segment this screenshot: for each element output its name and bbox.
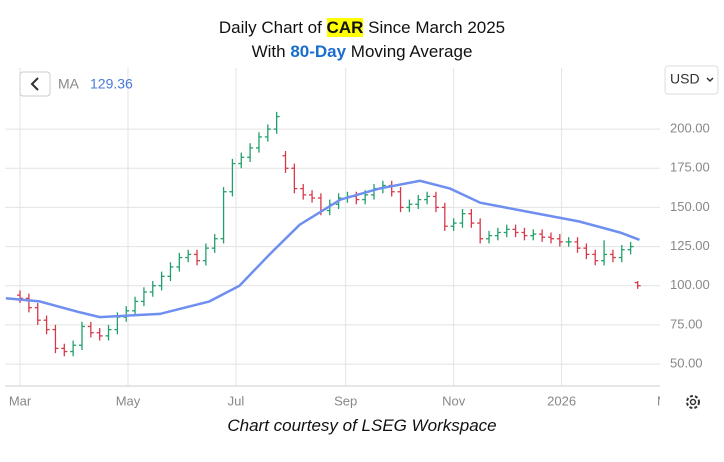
axis-panel xyxy=(660,60,724,410)
x-tick-label: Sep xyxy=(334,393,357,408)
subtitle: With 80-Day Moving Average xyxy=(0,42,724,62)
y-tick-label: 150.00 xyxy=(670,199,710,214)
title-part: Since March 2025 xyxy=(363,18,506,37)
y-tick-label: 50.00 xyxy=(670,356,703,371)
back-icon xyxy=(30,77,39,91)
subtitle-part: Moving Average xyxy=(346,42,473,61)
x-tick-label: 2026 xyxy=(547,393,576,408)
subtitle-part: With xyxy=(251,42,291,61)
ma-label: MA xyxy=(58,76,80,92)
settings-icon-center xyxy=(689,398,697,406)
caption: Chart courtesy of LSEG Workspace xyxy=(227,416,497,435)
back-button[interactable] xyxy=(19,71,51,97)
chevron xyxy=(706,77,714,83)
x-tick-label: Mar xyxy=(9,393,32,408)
ma-value: 129.36 xyxy=(90,76,133,92)
x-tick-label: Nov xyxy=(442,393,466,408)
currency: USD xyxy=(670,71,700,87)
moving-average xyxy=(5,179,640,319)
y-tick-label: 125.00 xyxy=(670,238,710,253)
currency-select[interactable] xyxy=(664,65,719,95)
title: Daily Chart of CAR Since March 2025 xyxy=(0,18,724,38)
title-part: Daily Chart of xyxy=(218,18,327,37)
ma-period: 80-Day xyxy=(290,42,347,61)
x-tick-label: May xyxy=(116,393,141,408)
ticker: CAR xyxy=(326,18,364,37)
y-tick-label: 200.00 xyxy=(670,121,710,136)
y-tick-label: 100.00 xyxy=(670,277,710,292)
y-tick-label: 75.00 xyxy=(670,316,703,331)
x-tick-label: Jul xyxy=(228,393,245,408)
settings-icon[interactable] xyxy=(686,395,700,409)
y-tick-label: 175.00 xyxy=(670,160,710,175)
